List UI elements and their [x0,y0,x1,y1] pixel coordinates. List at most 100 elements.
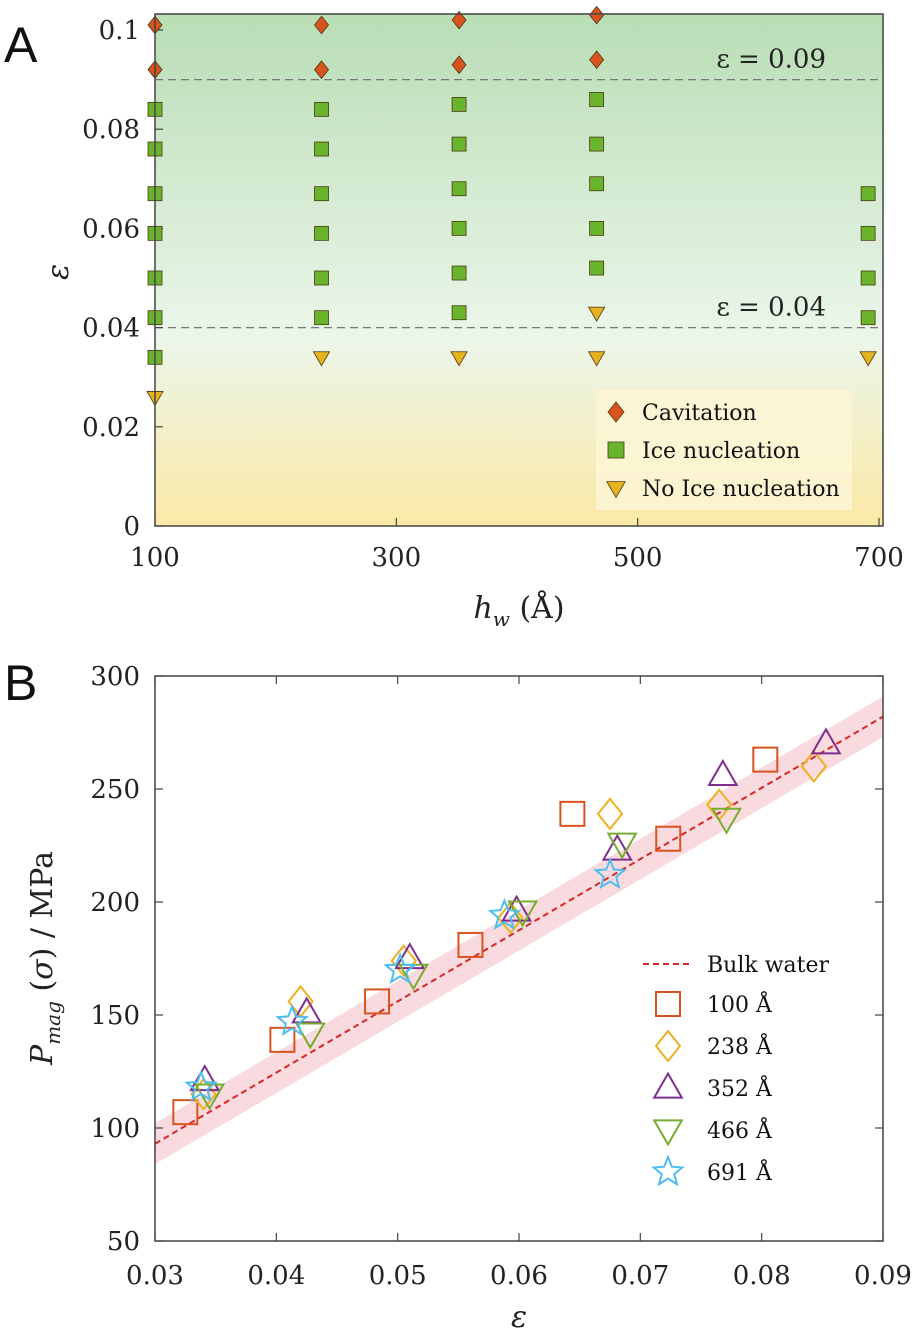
x-tick-label: 300 [372,543,422,573]
data-point [587,306,606,322]
x-tick-label: 0.06 [490,1261,548,1291]
x-tick-label: 0.04 [247,1261,305,1291]
legend-box [596,390,852,510]
data-point [451,181,467,197]
data-point [710,807,743,835]
data-point [184,1069,218,1102]
data-point [451,265,467,281]
data-point [314,101,329,117]
threshold-label: ε = 0.09 [716,45,826,75]
data-point [487,897,522,930]
data-point [589,92,605,107]
panel-b-frame [154,675,884,1242]
legend-marker [655,991,681,1017]
y-tick-label: 0.08 [82,115,140,145]
data-point [450,351,468,367]
data-point [383,952,417,985]
data-point [451,55,467,75]
data-point [589,176,605,192]
x-tick-label: 700 [854,543,904,573]
data-point [810,727,842,755]
y-tick-label: 200 [90,888,140,918]
data-point [559,800,586,827]
panel-b: B 0.03 0.04 0.05 0.06 0.07 0.08 0.09 50 100 150 20… [4,655,912,1335]
legend-marker [606,481,626,499]
y-tick-label: 0.02 [82,413,140,443]
data-point [457,931,484,958]
data-point [312,351,331,367]
data-point [451,305,467,321]
y-tick-label: 150 [90,1001,140,1031]
legend-label: Bulk water [707,953,830,978]
legend-label: 100 Å [707,990,773,1018]
data-point [501,894,533,922]
y-tick-label: 250 [90,775,140,805]
legend-label: No Ice nucleation [642,477,840,502]
threshold-label: ε = 0.04 [716,293,826,323]
data-point [800,749,828,784]
panel-a-ylabel: ε [41,264,76,280]
data-point [589,220,605,236]
data-point [314,60,330,80]
legend-label: 238 Å [707,1032,773,1060]
data-point [589,260,605,276]
data-point [860,225,876,241]
panel-a-letter: A [4,17,38,73]
data-point [314,186,329,202]
data-point [314,225,329,241]
panel-a-frame [154,13,884,527]
data-point [314,270,329,286]
x-tick-label: 0.09 [854,1261,912,1291]
panel-b-letter: B [4,655,37,711]
data-point [497,901,524,935]
data-point [601,833,633,861]
data-point [860,270,876,286]
data-point [589,136,605,152]
legend-label: Ice nucleation [642,439,800,464]
data-point [194,1083,226,1111]
data-point [451,136,467,152]
legend-marker [652,1071,684,1099]
legend-marker [652,1119,684,1147]
y-tick-label: 0 [123,512,140,542]
bulk-water-line [154,715,884,1145]
legend-label: Cavitation [642,401,757,426]
data-point [606,832,638,860]
x-tick-label: 100 [130,543,180,573]
data-point [275,1004,309,1037]
data-point [314,15,330,35]
y-tick-label: 0.06 [82,214,140,244]
y-tick-label: 300 [90,662,140,692]
panel-b-legend: Bulk water 100 Å 238 Å 352 Å 466 Å 691 Å [643,953,830,1187]
data-point [596,797,624,831]
y-tick-label: 50 [107,1227,140,1257]
data-point [655,825,682,852]
data-point [589,50,605,70]
y-tick-label: 0.04 [82,314,140,344]
data-point [860,310,876,326]
x-tick-label: 0.03 [126,1261,184,1291]
data-point [451,10,467,30]
data-point [291,996,323,1024]
data-point [314,310,329,326]
legend-label: 352 Å [707,1074,773,1102]
data-point [172,1099,199,1126]
data-point [451,220,467,236]
x-tick-label: 0.07 [611,1261,669,1291]
data-point [364,988,391,1015]
x-tick-label: 0.08 [733,1261,791,1291]
legend-label: 691 Å [707,1158,773,1186]
data-point [707,759,739,787]
panel-b-ylabel: Pmag (σ) / MPa [25,851,65,1066]
data-point [860,186,876,202]
y-tick-label: 0.1 [99,16,140,46]
y-tick-label: 100 [90,1114,140,1144]
panel-a-legend: Cavitation Ice nucleation No Ice nucleatio… [596,390,852,510]
data-point [294,1022,326,1050]
data-point [390,944,418,978]
x-tick-label: 0.05 [369,1261,427,1291]
data-point [451,97,467,112]
data-point [752,746,779,773]
legend-marker [607,441,625,459]
